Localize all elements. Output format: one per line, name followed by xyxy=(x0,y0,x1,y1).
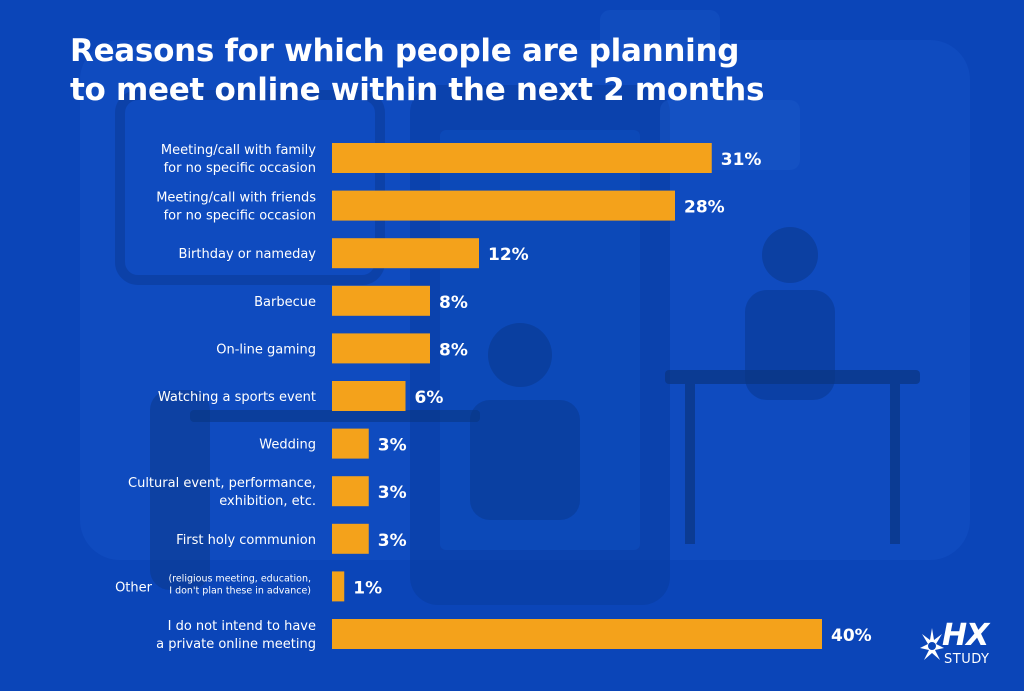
bar xyxy=(332,285,430,316)
category-label: Watching a sports event xyxy=(158,390,316,405)
category-label: On-line gaming xyxy=(216,342,316,357)
value-label: 3% xyxy=(378,483,407,503)
value-label: 1% xyxy=(353,578,382,598)
bar xyxy=(332,143,712,173)
category-label: Meeting/call with family xyxy=(161,143,316,158)
category-note: (religious meeting, education, xyxy=(168,573,311,584)
value-label: 6% xyxy=(415,388,444,408)
bar xyxy=(332,619,822,649)
category-label: I do not intend to have xyxy=(168,619,316,634)
title-line-1: Reasons for which people are planning xyxy=(70,33,740,69)
starburst-icon xyxy=(920,628,944,660)
value-label: 3% xyxy=(378,531,407,551)
value-label: 40% xyxy=(831,626,872,646)
bar xyxy=(332,381,406,411)
bar xyxy=(332,523,369,554)
value-label: 12% xyxy=(488,245,529,265)
category-label: First holy communion xyxy=(176,533,316,548)
value-label: 3% xyxy=(378,436,407,456)
category-label: exhibition, etc. xyxy=(219,494,316,509)
bar xyxy=(332,333,430,364)
category-note: I don't plan these in advance) xyxy=(169,585,311,596)
category-label: for no specific occasion xyxy=(164,209,316,224)
hx-study-logo: HX STUDY xyxy=(920,620,1000,672)
bar xyxy=(332,571,345,602)
logo-mark: HX xyxy=(942,618,989,653)
value-label: 8% xyxy=(439,293,468,313)
bar xyxy=(332,476,369,507)
value-label: 31% xyxy=(721,150,762,170)
category-label: Meeting/call with friends xyxy=(156,191,316,206)
category-label: for no specific occasion xyxy=(164,161,316,176)
category-label: Barbecue xyxy=(254,295,316,310)
value-label: 8% xyxy=(439,340,468,360)
logo-subtext: STUDY xyxy=(944,652,990,667)
title-line-2: to meet online within the next 2 months xyxy=(70,72,765,108)
value-label: 28% xyxy=(684,198,725,218)
chart-title: Reasons for which people are planning to… xyxy=(70,32,870,110)
category-label: Cultural event, performance, xyxy=(128,476,316,491)
category-label: Other xyxy=(115,580,153,595)
bar xyxy=(332,428,369,459)
category-label: a private online meeting xyxy=(156,637,316,652)
bar xyxy=(332,190,675,221)
category-label: Wedding xyxy=(259,438,316,453)
category-label: Birthday or nameday xyxy=(179,247,317,262)
bar xyxy=(332,238,479,269)
